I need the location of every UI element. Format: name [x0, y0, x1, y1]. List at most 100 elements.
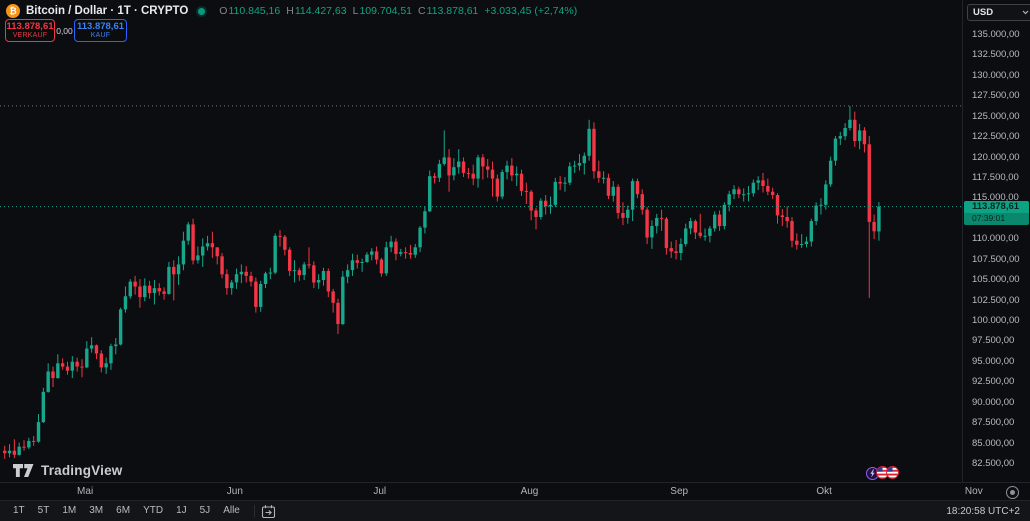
candle[interactable]: [191, 218, 195, 265]
candle[interactable]: [326, 268, 331, 298]
candle[interactable]: [708, 226, 712, 243]
candle[interactable]: [22, 440, 26, 451]
candle[interactable]: [679, 238, 683, 261]
candle[interactable]: [230, 280, 234, 295]
candle[interactable]: [94, 344, 99, 360]
candle[interactable]: [374, 246, 379, 265]
candle[interactable]: [862, 127, 867, 153]
candle[interactable]: [225, 269, 229, 295]
candle[interactable]: [611, 181, 615, 202]
candle[interactable]: [268, 267, 273, 280]
candle[interactable]: [635, 178, 640, 199]
candle[interactable]: [85, 341, 89, 369]
candle[interactable]: [239, 264, 244, 284]
candle[interactable]: [220, 253, 224, 279]
candle[interactable]: [7, 444, 12, 458]
candle[interactable]: [423, 206, 427, 234]
candle[interactable]: [123, 286, 128, 313]
candle[interactable]: [500, 169, 504, 200]
candle[interactable]: [447, 149, 451, 192]
candle[interactable]: [558, 176, 562, 191]
candle[interactable]: [167, 262, 171, 295]
candle[interactable]: [650, 220, 654, 249]
candle[interactable]: [684, 223, 688, 247]
candle[interactable]: [795, 233, 799, 250]
candle[interactable]: [466, 168, 471, 179]
range-button-5J[interactable]: 5J: [195, 502, 216, 520]
candle[interactable]: [616, 184, 620, 219]
candle[interactable]: [152, 280, 157, 305]
candle[interactable]: [403, 247, 408, 259]
candle[interactable]: [853, 111, 857, 147]
candle[interactable]: [626, 205, 630, 224]
candle[interactable]: [201, 238, 205, 267]
candle[interactable]: [41, 387, 46, 423]
candle[interactable]: [717, 210, 722, 231]
candle[interactable]: [442, 130, 446, 166]
candle[interactable]: [592, 122, 596, 179]
candle[interactable]: [698, 213, 702, 239]
candle[interactable]: [452, 158, 456, 181]
candle[interactable]: [249, 271, 253, 287]
candle[interactable]: [345, 264, 350, 284]
candle[interactable]: [60, 358, 65, 370]
candle[interactable]: [263, 271, 268, 289]
candle[interactable]: [804, 236, 809, 248]
range-button-YTD[interactable]: YTD: [138, 502, 168, 520]
candle[interactable]: [118, 307, 123, 346]
candle[interactable]: [824, 180, 828, 210]
candle[interactable]: [790, 217, 794, 248]
candle[interactable]: [524, 182, 529, 204]
time-axis[interactable]: Mai Jun Jul Aug Sep Okt Nov: [0, 482, 1030, 501]
candle[interactable]: [321, 267, 326, 286]
candle[interactable]: [244, 266, 248, 283]
candle[interactable]: [674, 239, 678, 260]
candle[interactable]: [355, 254, 359, 269]
candle[interactable]: [553, 177, 558, 208]
candle[interactable]: [292, 260, 297, 283]
candle[interactable]: [756, 176, 760, 191]
candle[interactable]: [770, 187, 775, 200]
candle[interactable]: [630, 178, 635, 222]
candle[interactable]: [283, 235, 287, 256]
candle[interactable]: [297, 267, 302, 281]
candle[interactable]: [486, 159, 490, 178]
candle[interactable]: [143, 278, 147, 302]
candle[interactable]: [872, 214, 876, 240]
candle[interactable]: [186, 221, 190, 245]
currency-selector[interactable]: USD: [967, 4, 1030, 21]
candle[interactable]: [75, 357, 79, 372]
candle[interactable]: [3, 445, 7, 459]
candle[interactable]: [737, 186, 741, 199]
candle[interactable]: [457, 149, 461, 174]
candle[interactable]: [495, 174, 500, 202]
candle[interactable]: [51, 366, 55, 387]
candle[interactable]: [751, 179, 756, 197]
candle[interactable]: [234, 268, 239, 289]
candle[interactable]: [27, 437, 31, 450]
price-axis[interactable]: USD 135.000,00 132.500,00 130.000,00 127.50…: [962, 0, 1030, 482]
candle[interactable]: [481, 154, 485, 180]
candle[interactable]: [336, 298, 340, 334]
candle[interactable]: [341, 271, 345, 325]
candle[interactable]: [254, 277, 258, 313]
candle[interactable]: [147, 280, 152, 299]
candle[interactable]: [331, 288, 335, 313]
candle[interactable]: [688, 217, 693, 235]
candle[interactable]: [572, 160, 577, 173]
candle[interactable]: [780, 208, 785, 226]
candle[interactable]: [307, 247, 311, 269]
candlestick-chart[interactable]: [0, 0, 963, 482]
candle[interactable]: [645, 207, 649, 244]
candle[interactable]: [848, 105, 852, 131]
candle[interactable]: [582, 152, 586, 175]
candle[interactable]: [713, 211, 717, 232]
candle[interactable]: [46, 363, 50, 393]
candle[interactable]: [732, 185, 736, 200]
candle[interactable]: [128, 279, 132, 299]
candle[interactable]: [210, 231, 215, 258]
candle[interactable]: [215, 247, 219, 265]
candle[interactable]: [350, 253, 355, 276]
range-button-6M[interactable]: 6M: [111, 502, 135, 520]
candle[interactable]: [606, 173, 611, 200]
